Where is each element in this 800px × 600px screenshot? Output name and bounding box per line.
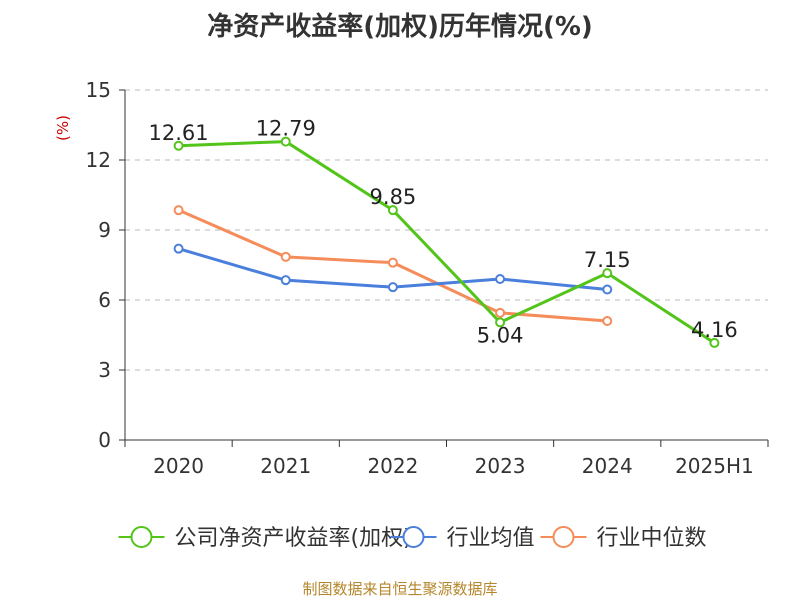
y-tick-label: 3: [98, 358, 111, 382]
data-point: [602, 316, 613, 326]
data-label: 12.79: [256, 117, 316, 141]
data-label: 9.85: [370, 185, 417, 209]
data-point: [387, 205, 398, 216]
legend-label: 行业均值: [447, 526, 535, 551]
y-tick-label: 6: [98, 288, 111, 312]
data-point: [602, 284, 613, 295]
data-label: 5.04: [477, 323, 524, 347]
y-tick-label: 15: [86, 78, 111, 102]
data-label: 7.15: [584, 248, 631, 272]
y-tick-label: 9: [98, 218, 111, 242]
x-tick-label: 2024: [582, 454, 633, 478]
legend-marker: [402, 526, 425, 548]
y-axis-label: (%): [54, 115, 72, 141]
legend-label: 行业中位数: [597, 526, 707, 551]
data-point: [387, 282, 398, 293]
data-point: [495, 274, 506, 284]
data-point: [387, 257, 398, 268]
x-tick-label: 2022: [367, 454, 418, 478]
data-point: [173, 205, 184, 216]
x-tick-label: 2020: [153, 454, 204, 478]
legend-marker: [552, 526, 575, 548]
data-label: 4.16: [691, 318, 738, 342]
legend-item: 公司净资产收益率(加权): [118, 526, 412, 551]
data-point: [280, 275, 291, 286]
legend-marker: [130, 526, 153, 548]
data-point: [280, 251, 291, 262]
data-point: [602, 268, 613, 279]
legend-label: 公司净资产收益率(加权): [175, 526, 412, 551]
legend-item: 行业中位数: [540, 526, 707, 551]
x-tick-label: 2023: [475, 454, 526, 478]
chart-title: 净资产收益率(加权)历年情况(%): [207, 12, 593, 42]
legend-item: 行业均值: [390, 526, 535, 551]
data-label: 12.61: [149, 121, 209, 145]
x-tick-label: 2021: [260, 454, 311, 478]
y-tick-label: 0: [98, 428, 111, 452]
data-point: [280, 136, 291, 147]
series-line: [177, 140, 716, 345]
data-point: [173, 140, 184, 151]
data-point: [709, 337, 720, 348]
x-tick-label: 2025H1: [675, 454, 754, 478]
y-tick-label: 12: [86, 148, 111, 172]
data-point: [495, 317, 506, 328]
data-point: [495, 307, 506, 318]
source-note: 制图数据来自恒生聚源数据库: [302, 580, 498, 598]
data-point: [173, 243, 184, 254]
